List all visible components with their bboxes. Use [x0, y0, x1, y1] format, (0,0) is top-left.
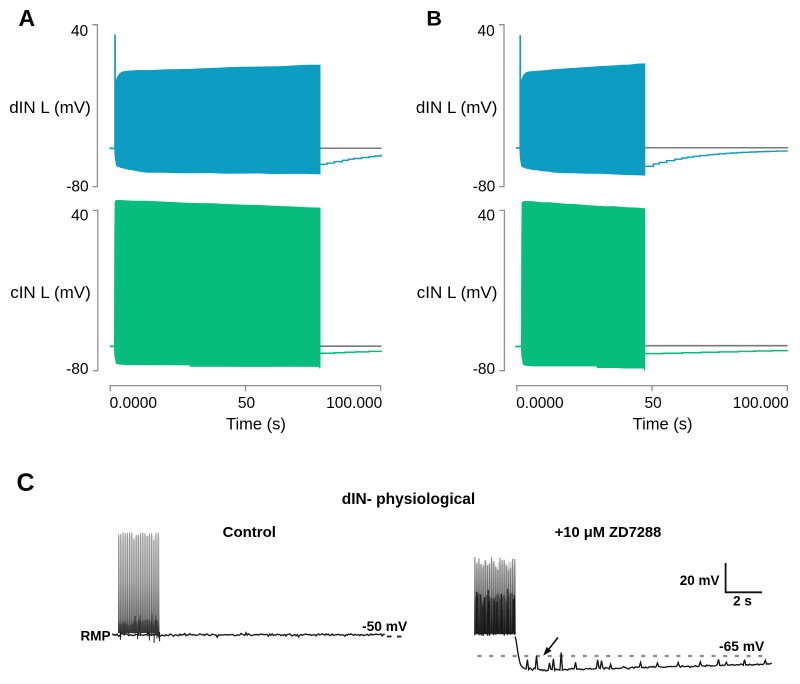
svg-text:cIN L (mV): cIN L (mV) — [10, 283, 91, 302]
svg-text:40: 40 — [71, 23, 89, 40]
svg-text:RMP: RMP — [81, 628, 111, 643]
svg-text:-50 mV: -50 mV — [362, 619, 408, 634]
svg-text:-65 mV: -65 mV — [719, 639, 765, 654]
svg-text:0.0000: 0.0000 — [516, 395, 564, 412]
svg-text:40: 40 — [478, 23, 496, 40]
svg-text:B: B — [426, 7, 442, 31]
svg-text:-80: -80 — [66, 361, 89, 378]
svg-text:40: 40 — [478, 208, 496, 225]
svg-text:0.0000: 0.0000 — [110, 395, 158, 412]
svg-text:cIN L (mV): cIN L (mV) — [417, 283, 498, 302]
svg-text:dIN L (mV): dIN L (mV) — [416, 98, 498, 117]
svg-text:+10 μM ZD7288: +10 μM ZD7288 — [555, 525, 662, 541]
svg-text:A: A — [19, 5, 36, 31]
svg-text:Time (s): Time (s) — [633, 416, 693, 434]
svg-text:-80: -80 — [473, 179, 496, 196]
svg-text:-80: -80 — [66, 179, 89, 196]
svg-text:40: 40 — [71, 208, 89, 225]
svg-text:Time (s): Time (s) — [226, 416, 286, 434]
svg-text:2 s: 2 s — [733, 594, 752, 609]
svg-text:100.000: 100.000 — [733, 395, 789, 412]
svg-text:-80: -80 — [473, 361, 496, 378]
svg-text:dIN- physiological: dIN- physiological — [342, 491, 475, 508]
svg-text:C: C — [17, 469, 35, 497]
svg-text:50: 50 — [644, 395, 662, 412]
svg-text:50: 50 — [238, 395, 256, 412]
svg-text:dIN L (mV): dIN L (mV) — [9, 98, 91, 117]
svg-text:20 mV: 20 mV — [680, 573, 720, 588]
svg-text:Control: Control — [223, 524, 276, 541]
svg-text:100.000: 100.000 — [326, 395, 382, 412]
